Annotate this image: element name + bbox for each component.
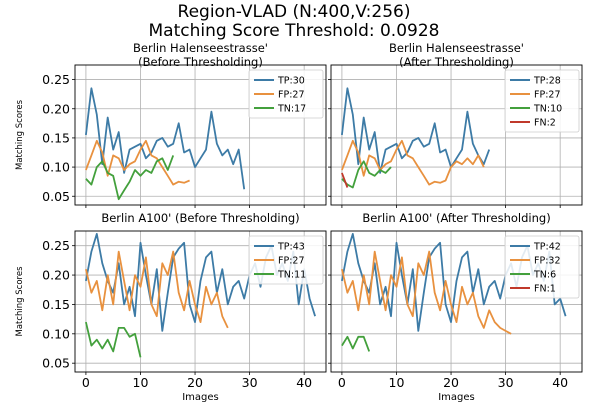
legend-label: TN:17 xyxy=(277,104,306,115)
y-axis-label: Matching Scores xyxy=(15,99,25,170)
series-line-tp xyxy=(85,87,246,190)
chart-panel-2: Berlin Halenseestrasse'(After Thresholdi… xyxy=(328,41,583,208)
y-tick-label: 0.25 xyxy=(42,72,70,87)
series-line-fp xyxy=(85,139,190,186)
panel-title: Berlin Halenseestrasse' xyxy=(389,41,524,55)
legend-label: TN:6 xyxy=(533,270,556,281)
panel-title: Berlin Halenseestrasse' xyxy=(133,41,268,55)
x-tick-label: 40 xyxy=(296,375,312,390)
chart-panel-1: Berlin Halenseestrasse'(Before Threshold… xyxy=(15,41,327,208)
panel-title: (Before Thresholding) xyxy=(138,55,263,69)
panel-title: Berlin A100' (After Thresholding) xyxy=(362,211,550,225)
series-line-tn xyxy=(85,155,175,201)
series-line-fp xyxy=(341,139,485,186)
y-tick-label: 0.10 xyxy=(42,326,70,341)
series-line-fp xyxy=(85,250,229,329)
series-line-tn xyxy=(85,321,142,358)
legend-label: FP:27 xyxy=(278,90,304,101)
x-axis-label: Images xyxy=(438,392,475,403)
legend-box xyxy=(504,235,580,299)
y-tick-label: 0.25 xyxy=(42,238,70,253)
y-tick-label: 0.15 xyxy=(42,297,70,312)
chart-panel-4: Berlin A100' (After Thresholding) 0 10 20 30… xyxy=(328,211,583,403)
legend-label: TP:43 xyxy=(277,242,305,253)
axes-frame xyxy=(74,230,327,373)
axes-frame xyxy=(330,64,583,206)
x-tick-label: 30 xyxy=(242,375,258,390)
y-tick-label: 0.20 xyxy=(42,101,70,116)
x-tick-label: 10 xyxy=(389,375,405,390)
series-line-fn xyxy=(341,172,349,188)
axes-frame xyxy=(330,230,583,373)
series-line-tn xyxy=(341,160,392,189)
y-tick-label: 0.05 xyxy=(42,189,70,204)
chart-panel-3: Berlin A100' (Before Thresholding) 0.05 0.… xyxy=(15,211,327,403)
legend-label: TP:30 xyxy=(277,76,305,87)
legend-box xyxy=(248,69,324,119)
suptitle-line-1: Region-VLAD (N:400,V:256) xyxy=(178,2,411,22)
panel-title: Berlin A100' (Before Thresholding) xyxy=(101,211,299,225)
y-tick-label: 0.05 xyxy=(42,356,70,371)
legend-label: FN:2 xyxy=(534,118,556,129)
x-axis-label: Images xyxy=(182,392,219,403)
series-line-tp xyxy=(341,87,491,174)
legend-box xyxy=(248,235,324,285)
y-tick-label: 0.10 xyxy=(42,160,70,175)
x-tick-label: 0 xyxy=(338,375,346,390)
series-line-fp xyxy=(341,250,512,335)
x-tick-label: 20 xyxy=(443,375,459,390)
legend-label: FP:27 xyxy=(534,90,560,101)
legend-label: TN:10 xyxy=(533,104,562,115)
x-tick-label: 20 xyxy=(187,375,203,390)
legend-label: FP:32 xyxy=(534,256,560,267)
x-tick-label: 40 xyxy=(552,375,568,390)
legend-label: TP:28 xyxy=(533,76,561,87)
legend-box xyxy=(504,69,580,133)
x-tick-label: 10 xyxy=(133,375,149,390)
legend-label: TN:11 xyxy=(277,270,306,281)
y-axis-label: Matching Scores xyxy=(15,266,25,337)
y-tick-label: 0.20 xyxy=(42,268,70,283)
legend-label: FP:27 xyxy=(278,256,304,267)
legend-label: FN:1 xyxy=(534,284,556,295)
panel-title: (After Thresholding) xyxy=(399,55,514,69)
suptitle-line-2: Matching Score Threshold: 0.0928 xyxy=(149,21,440,41)
series-line-tn xyxy=(341,335,371,352)
axes-frame xyxy=(74,64,327,206)
legend-label: TP:42 xyxy=(533,242,561,253)
x-tick-label: 0 xyxy=(82,375,90,390)
y-tick-label: 0.15 xyxy=(42,130,70,145)
x-tick-label: 30 xyxy=(498,375,514,390)
